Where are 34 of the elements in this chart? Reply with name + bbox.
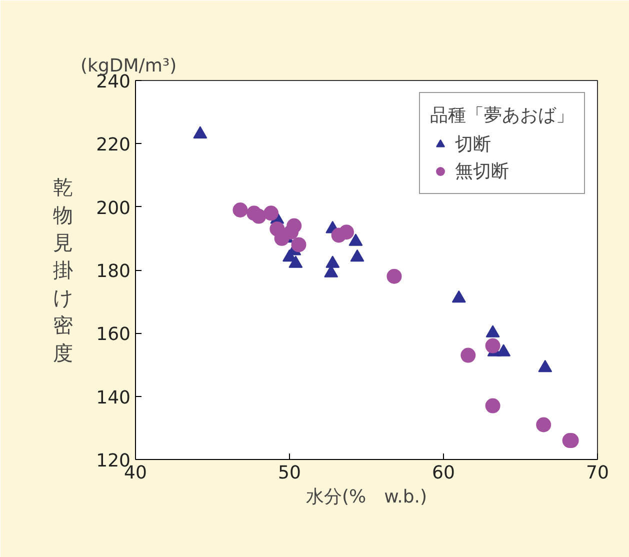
point xyxy=(251,208,266,224)
point xyxy=(288,256,303,268)
x-tick-label: 70 xyxy=(586,462,609,484)
point xyxy=(193,126,208,138)
point xyxy=(496,344,511,356)
point xyxy=(350,249,364,262)
x-tick-label: 60 xyxy=(432,462,455,484)
point xyxy=(232,202,248,218)
y-tick-label: 160 xyxy=(96,324,131,346)
y-axis-title: 乾物見掛け密度 xyxy=(53,175,74,365)
point xyxy=(536,417,552,432)
point xyxy=(291,237,306,252)
point xyxy=(348,234,363,246)
point xyxy=(452,290,466,303)
y-tick-label: 140 xyxy=(96,387,131,408)
legend-label: 切断 xyxy=(455,133,491,156)
point xyxy=(485,398,500,414)
point xyxy=(326,256,340,268)
point xyxy=(538,360,552,372)
point xyxy=(485,338,500,354)
y-tick-label: 180 xyxy=(96,261,131,282)
legend-label: 無切断 xyxy=(455,160,509,183)
point xyxy=(486,325,500,338)
x-axis-title: 水分(% w.b.) xyxy=(306,486,428,508)
point xyxy=(460,348,476,363)
point xyxy=(338,224,354,240)
y-tick-label: 200 xyxy=(96,198,131,219)
point xyxy=(286,218,302,234)
y-tick-label: 220 xyxy=(96,134,131,156)
point xyxy=(264,206,279,221)
text: (kgDM/m³) xyxy=(80,56,177,76)
x-tick-label: 50 xyxy=(278,462,301,484)
legend-title: 品種「夢あおば」 xyxy=(430,104,574,127)
point xyxy=(386,268,402,284)
